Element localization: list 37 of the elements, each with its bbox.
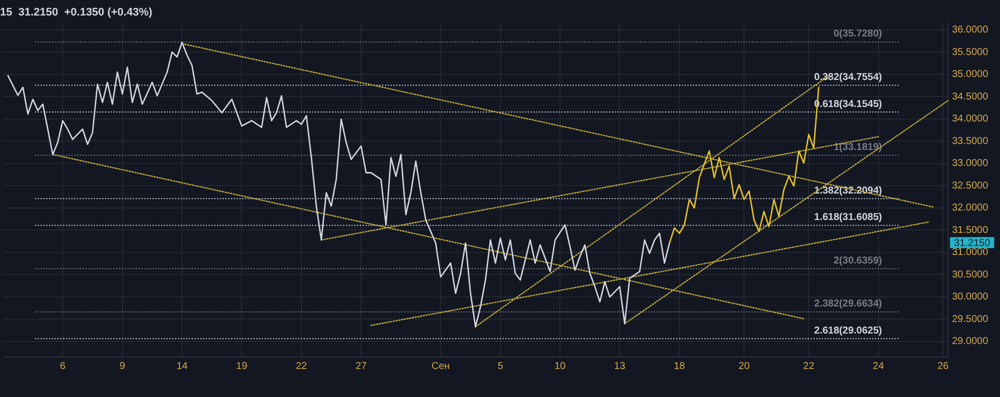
y-tick-label: 32.0000 <box>952 202 989 214</box>
x-tick-label: 22 <box>803 360 815 372</box>
y-tick-label: 35.5000 <box>952 46 989 58</box>
x-tick-label: Сен <box>432 360 450 372</box>
ref-line-label: 1.618(31.6085) <box>814 212 882 224</box>
ref-line-label: 2.382(29.6634) <box>814 298 882 310</box>
ref-line-label: 0(35.7280) <box>834 28 882 40</box>
y-tick-label: 31.5000 <box>952 224 989 236</box>
y-tick-label: 35.0000 <box>952 69 989 80</box>
y-tick-label: 33.5000 <box>952 136 989 147</box>
x-tick-label: 14 <box>176 360 188 372</box>
y-tick-label: 31.0000 <box>952 247 989 258</box>
x-tick-label: 9 <box>120 360 126 372</box>
y-tick-label: 30.0000 <box>952 292 989 303</box>
y-tick-label: 29.0000 <box>952 336 989 348</box>
x-tick-label: 24 <box>872 360 884 372</box>
y-tick-label: 34.0000 <box>952 114 989 125</box>
x-tick-label: 27 <box>356 360 368 372</box>
y-tick-label: 29.5000 <box>952 314 989 325</box>
x-tick-label: 20 <box>738 360 750 372</box>
x-tick-label: 6 <box>60 360 66 372</box>
y-tick-label: 36.0000 <box>952 24 989 36</box>
x-tick-label: 19 <box>236 360 248 372</box>
chart-title: 15 31.2150 +0.1350 (+0.43%) <box>0 6 153 19</box>
y-tick-label: 30.5000 <box>952 269 989 280</box>
x-tick-label: 10 <box>554 360 566 372</box>
y-tick-label: 32.5000 <box>952 180 989 192</box>
ref-line-label: 2(30.6359) <box>834 255 882 266</box>
ref-line-label: 2.618(29.0625) <box>814 325 882 336</box>
y-tick-label: 34.5000 <box>952 91 989 102</box>
x-tick-label: 26 <box>937 360 950 372</box>
x-tick-label: 22 <box>296 360 308 372</box>
x-tick-label: 13 <box>614 360 626 372</box>
text: 31.2150 <box>954 238 991 249</box>
y-tick-label: 33.0000 <box>952 158 989 170</box>
x-tick-label: 5 <box>498 360 504 372</box>
x-tick-label: 18 <box>674 360 686 372</box>
